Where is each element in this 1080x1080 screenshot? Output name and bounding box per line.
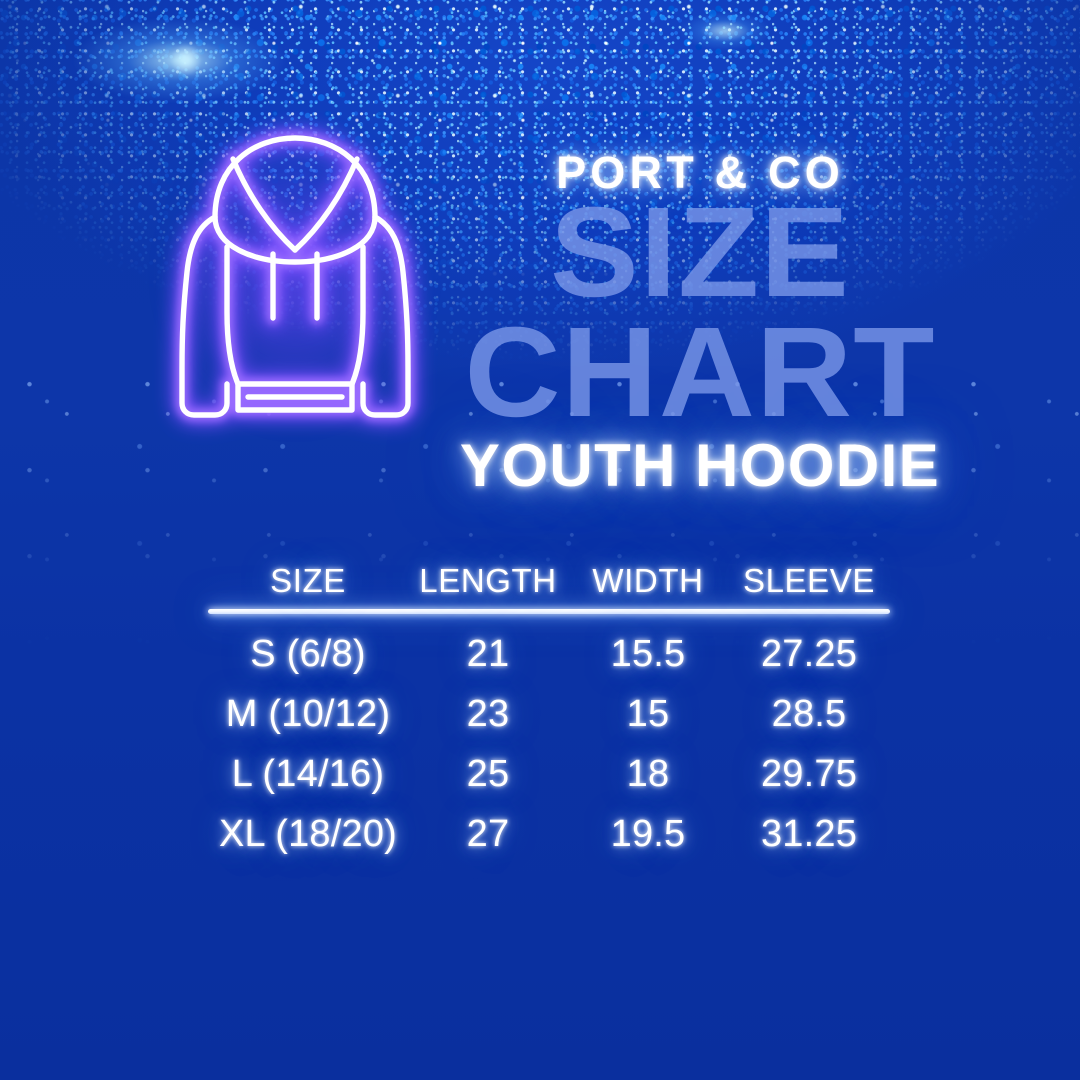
column-header-length: LENGTH bbox=[419, 562, 557, 599]
column-header-size: SIZE bbox=[270, 562, 346, 599]
page-title: SIZE CHART bbox=[464, 181, 936, 445]
cell-sleeve: 31.25 bbox=[760, 812, 858, 855]
lens-flare-secondary-icon bbox=[660, 0, 790, 76]
table-row: L (14/16) 25 18 29.75 bbox=[208, 748, 890, 802]
hoodie-icon bbox=[170, 122, 420, 427]
product-title: YOUTH HOODIE bbox=[459, 431, 941, 499]
cell-width: 19.5 bbox=[610, 812, 686, 855]
cell-sleeve: 29.75 bbox=[760, 752, 858, 795]
cell-length: 25 bbox=[466, 752, 510, 795]
table-row: M (10/12) 23 15 28.5 bbox=[208, 688, 890, 742]
cell-size: L (14/16) bbox=[231, 752, 385, 795]
cell-width: 15.5 bbox=[610, 633, 686, 675]
cell-length: 27 bbox=[466, 812, 510, 855]
table-header-row: SIZE LENGTH WIDTH SLEEVE bbox=[208, 562, 890, 600]
cell-sleeve: 28.5 bbox=[771, 692, 847, 735]
title-block: PORT & CO SIZE CHART YOUTH HOODIE bbox=[440, 150, 960, 496]
cell-width: 18 bbox=[626, 752, 670, 795]
cell-size: S (6/8) bbox=[250, 633, 366, 675]
table-body: S (6/8) 21 15.5 27.25 M (10/12) 23 15 28… bbox=[208, 628, 890, 862]
size-chart-table: SIZE LENGTH WIDTH SLEEVE S (6/8) 21 15.5… bbox=[208, 562, 890, 868]
column-header-width: WIDTH bbox=[592, 562, 704, 599]
cell-width: 15 bbox=[626, 692, 670, 735]
cell-size: M (10/12) bbox=[225, 692, 391, 735]
brand-title: PORT & CO bbox=[556, 147, 844, 198]
table-row: XL (18/20) 27 19.5 31.25 bbox=[208, 808, 890, 862]
column-header-sleeve: SLEEVE bbox=[742, 562, 875, 599]
cell-length: 23 bbox=[466, 692, 510, 735]
cell-sleeve: 27.25 bbox=[760, 633, 858, 675]
table-row: S (6/8) 21 15.5 27.25 bbox=[208, 628, 890, 682]
cell-length: 21 bbox=[466, 633, 510, 675]
cell-size: XL (18/20) bbox=[218, 812, 398, 855]
table-divider bbox=[208, 609, 890, 614]
